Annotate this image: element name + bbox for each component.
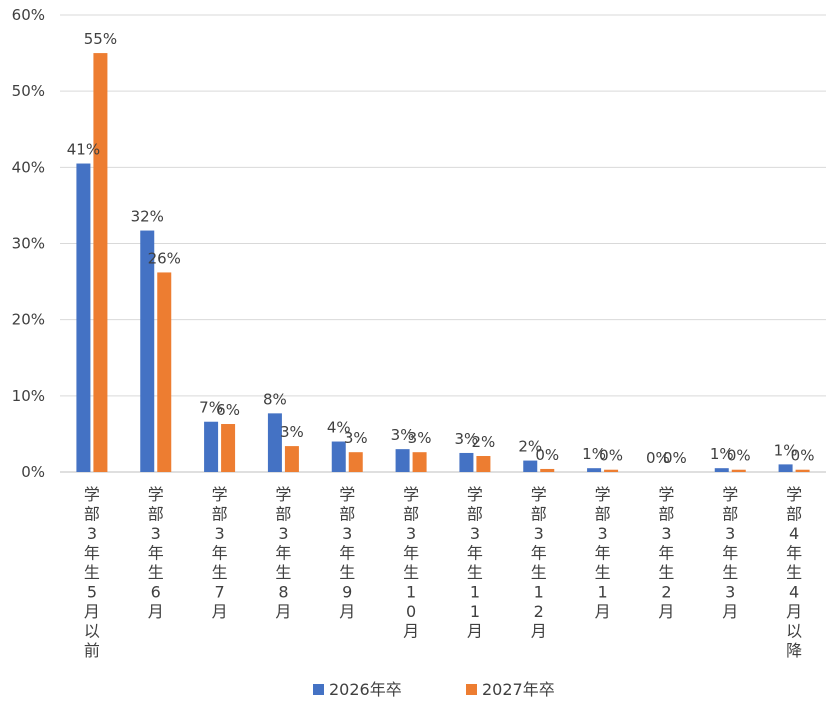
x-tick-label: 学部 3 年生 3 月	[722, 485, 738, 621]
x-tick-label: 学部 3 年生 9 月	[339, 485, 355, 621]
y-tick-label: 0%	[21, 463, 45, 481]
bar	[76, 163, 91, 472]
data-label: 3%	[344, 429, 368, 447]
data-label: 3%	[455, 430, 479, 448]
bar	[778, 464, 793, 472]
bar	[714, 468, 729, 472]
bars	[76, 53, 810, 472]
data-labels: 41%55%32%26%7%6%8%3% 4%3% 3%3% 3%2% 2%0% 1%0%…	[67, 30, 815, 467]
data-label: 0%	[599, 447, 623, 465]
bar	[221, 424, 236, 472]
x-tick-label: 学部 3 年生 6 月	[148, 485, 164, 621]
data-label: 0%	[791, 447, 815, 465]
y-tick-label: 50%	[12, 82, 45, 100]
bar	[284, 446, 299, 472]
legend-label: 2026年卒	[329, 680, 402, 699]
data-label: 3%	[408, 429, 432, 447]
y-tick-label: 30%	[12, 235, 45, 253]
bar	[331, 441, 346, 472]
legend-label: 2027年卒	[482, 680, 555, 699]
bar	[540, 468, 555, 472]
x-tick-label: 学部 3 年生 1 0 月	[403, 485, 419, 641]
bar	[459, 452, 474, 472]
data-label: 0%	[646, 449, 670, 467]
legend: 2026年卒 2027年卒	[313, 680, 555, 699]
bar	[140, 230, 155, 472]
data-label: 2%	[518, 438, 542, 456]
data-label: 2%	[472, 433, 496, 451]
bar	[731, 469, 746, 472]
x-tick-label: 学部 3 年生 1 1 月	[467, 485, 483, 641]
data-label: 32%	[131, 208, 164, 226]
x-tick-label: 学部 3 年生 8 月	[275, 485, 291, 621]
legend-swatch	[466, 684, 477, 695]
gridlines	[60, 14, 826, 473]
bar	[93, 53, 108, 472]
bar	[204, 421, 219, 472]
data-label: 3%	[280, 423, 304, 441]
data-label: 0%	[663, 449, 687, 467]
y-axis: 0% 10% 20% 30% 40% 50% 60%	[12, 6, 45, 481]
data-label: 3%	[391, 426, 415, 444]
x-tick-label: 学部 3 年生 1 月	[595, 485, 611, 621]
bar	[523, 460, 538, 472]
data-label: 7%	[199, 399, 223, 417]
bar	[157, 272, 172, 472]
data-label: 0%	[727, 447, 751, 465]
data-label: 55%	[84, 30, 117, 48]
x-tick-label: 学部 4 年生 4 月以降	[786, 485, 802, 660]
x-tick-label: 学部 3 年生 1 2 月	[531, 485, 547, 641]
x-axis: 学部 3 年生 5 月以前 学部 3 年生 6 月 学部 3 年生 7 月 学部 3 年生 8 月 学部 3 年生 9 月 学部 3…	[84, 485, 802, 660]
data-label: 1%	[582, 445, 606, 463]
legend-swatch	[313, 684, 324, 695]
data-label: 1%	[774, 441, 798, 459]
data-label: 6%	[216, 401, 240, 419]
bar	[795, 469, 810, 472]
data-label: 41%	[67, 141, 100, 159]
x-tick-label: 学部 3 年生 5 月以前	[84, 485, 100, 660]
bar	[604, 469, 619, 472]
bar	[348, 452, 363, 472]
x-tick-label: 学部 3 年生 7 月	[212, 485, 228, 621]
bar	[587, 468, 602, 472]
data-label: 0%	[535, 446, 559, 464]
data-label: 8%	[263, 390, 287, 408]
bar	[476, 456, 491, 472]
bar	[267, 413, 282, 472]
y-tick-label: 20%	[12, 311, 45, 329]
data-label: 1%	[710, 445, 734, 463]
y-tick-label: 40%	[12, 158, 45, 176]
data-label: 26%	[148, 249, 181, 267]
y-tick-label: 60%	[12, 6, 45, 24]
bar	[412, 452, 427, 472]
bar	[395, 449, 410, 472]
y-tick-label: 10%	[12, 387, 45, 405]
data-label: 4%	[327, 419, 351, 437]
x-tick-label: 学部 3 年生 2 月	[658, 485, 674, 621]
